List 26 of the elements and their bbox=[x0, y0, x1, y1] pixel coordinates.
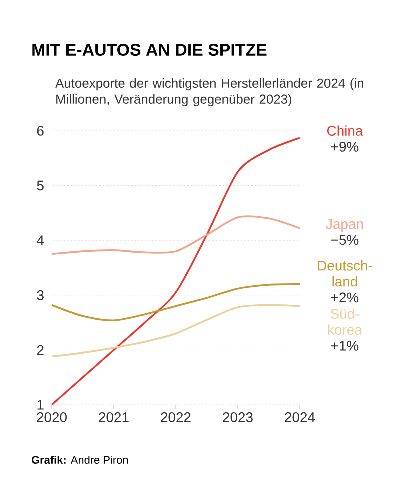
series-label: Japan bbox=[326, 219, 364, 232]
chart-subtitle: Autoexporte der wichtigsten Herstellerländer 2024 (in Millionen, Veränderung gegenüber 2023) bbox=[56, 78, 364, 107]
y-tick-label: 1 bbox=[38, 400, 44, 410]
line-series bbox=[51, 284, 301, 322]
series-label: Deutsch-land bbox=[318, 260, 372, 287]
x-tick-label: 2022 bbox=[161, 412, 191, 422]
text: Grafik: Andre Piron bbox=[32, 456, 128, 464]
line-series bbox=[51, 304, 301, 358]
y-tick-label: 6 bbox=[37, 126, 44, 136]
line-series bbox=[51, 216, 301, 256]
text: −5% bbox=[332, 235, 359, 246]
y-tick-label: 2 bbox=[37, 345, 44, 356]
x-tick-label: 2020 bbox=[37, 412, 67, 422]
x-tick-label: 2023 bbox=[223, 412, 253, 422]
text: +9% bbox=[332, 142, 359, 152]
text: +1% bbox=[332, 341, 359, 351]
text: Süd-korea bbox=[328, 308, 362, 335]
line-series bbox=[51, 137, 301, 406]
y-tick-label: 4 bbox=[37, 236, 44, 246]
text: +2% bbox=[332, 292, 359, 303]
x-tick-label: 2024 bbox=[285, 412, 316, 422]
y-tick-label: 3 bbox=[37, 290, 44, 300]
x-tick-label: 2021 bbox=[99, 412, 129, 422]
chart-title: MIT E-AUTOS AN DIE SPITZE bbox=[32, 44, 267, 56]
series-label: China bbox=[327, 126, 364, 136]
y-tick-label: 5 bbox=[37, 180, 44, 191]
